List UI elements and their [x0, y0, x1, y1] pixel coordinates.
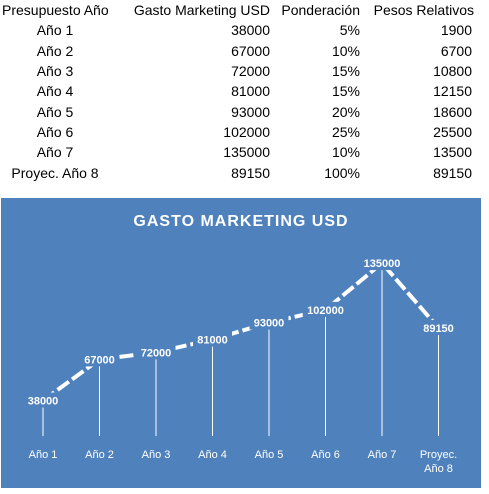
data-label: 81000 [197, 335, 228, 347]
cell-ponderacion: 100% [324, 164, 360, 181]
cell-gasto: 89150 [231, 164, 270, 181]
cell-year: Año 4 [36, 83, 74, 100]
data-label-bg [136, 344, 176, 360]
data-label-bg [23, 392, 63, 408]
cell-peso: 18600 [433, 103, 472, 120]
cell-peso: 89150 [433, 164, 472, 181]
line-chart: GASTO MARKETING USD 38000 67000 72000 81000… [23, 213, 458, 475]
chart-title: GASTO MARKETING USD [133, 213, 348, 230]
cell-ponderacion: 5% [339, 22, 360, 39]
table-row: Año 6 102000 25% 25500 [0, 122, 478, 142]
cell-year: Año 6 [36, 123, 74, 140]
cell-gasto: 72000 [231, 63, 270, 80]
cell-ponderacion: 15% [331, 63, 360, 80]
cell-peso: 25500 [433, 123, 472, 140]
cell-gasto: 81000 [231, 83, 270, 100]
cell-peso: 10800 [433, 63, 472, 80]
cell-gasto: 135000 [223, 144, 270, 161]
cell-ponderacion: 15% [331, 83, 360, 100]
category-label: Año 7 [368, 449, 397, 461]
data-label: 67000 [84, 354, 115, 366]
cell-ponderacion: 20% [331, 103, 360, 120]
cell-ponderacion: 10% [331, 144, 360, 161]
category-axis-labels: Año 1 Año 2 Año 3 Año 4 Año 5 Año 6 Año 7 Proye… [29, 449, 458, 475]
cell-gasto: 38000 [231, 22, 270, 39]
cell-year: Año 5 [36, 103, 74, 120]
data-label: 38000 [28, 396, 59, 408]
header-presupuesto: Presupuesto Año [2, 2, 109, 19]
category-label: Año 6 [311, 449, 340, 461]
table-row: Año 7 135000 10% 13500 [0, 142, 478, 162]
data-table: Presupuesto Año Gasto Marketing USD Pond… [0, 0, 478, 183]
header-pesos-relativos: Pesos Relativos [373, 2, 474, 19]
data-label-bg [249, 314, 289, 330]
cell-year: Proyec. Año 8 [11, 164, 99, 181]
cell-year: Año 2 [36, 42, 74, 59]
cell-peso: 6700 [440, 42, 472, 59]
data-label-bg [302, 301, 349, 317]
drop-lines [42, 263, 439, 436]
category-label: Año 4 [198, 449, 227, 461]
header-ponderacion: Ponderación [281, 2, 360, 19]
cell-year: Año 1 [36, 22, 74, 39]
data-label-bg [419, 320, 458, 336]
cell-peso: 13500 [433, 144, 472, 161]
data-label-bg [80, 351, 119, 367]
cell-peso: 1900 [440, 22, 472, 39]
category-label: Año 2 [85, 449, 114, 461]
cell-ponderacion: 10% [331, 42, 360, 59]
table-row: Año 3 72000 15% 10800 [0, 61, 478, 81]
table-row: Año 4 81000 15% 12150 [0, 81, 478, 101]
chart-panel: GASTO MARKETING USD 38000 67000 72000 81000… [1, 198, 481, 488]
cell-gasto: 67000 [231, 42, 270, 59]
data-label: 135000 [364, 258, 401, 270]
data-label-bg [359, 255, 405, 271]
table-row: Proyec. Año 8 89150 100% 89150 [0, 162, 478, 182]
cell-gasto: 102000 [223, 123, 270, 140]
category-label: Año 5 [255, 449, 284, 461]
data-label-bg [193, 331, 232, 347]
data-label: 93000 [254, 318, 285, 330]
table-row: Año 2 67000 10% 6700 [0, 41, 478, 61]
cell-ponderacion: 25% [331, 123, 360, 140]
data-label: 72000 [141, 347, 172, 359]
category-label: Año 3 [142, 449, 171, 461]
series-group [41, 260, 441, 403]
table-header-row: Presupuesto Año Gasto Marketing USD Pond… [0, 0, 478, 20]
table-row: Año 5 93000 20% 18600 [0, 101, 478, 121]
cell-gasto: 93000 [231, 103, 270, 120]
header-gasto-marketing: Gasto Marketing USD [133, 2, 270, 19]
category-label: Proyec. Año 8 [420, 449, 457, 475]
data-label: 89150 [423, 323, 454, 335]
table-row: Año 1 38000 5% 1900 [0, 20, 478, 40]
category-label: Año 1 [29, 449, 58, 461]
cell-year: Año 3 [36, 63, 74, 80]
cell-peso: 12150 [433, 83, 472, 100]
cell-year: Año 7 [36, 144, 74, 161]
series-line [41, 260, 441, 403]
data-label: 102000 [307, 305, 344, 317]
data-labels: 38000 67000 72000 81000 93000 102000 135000 891… [23, 255, 458, 408]
